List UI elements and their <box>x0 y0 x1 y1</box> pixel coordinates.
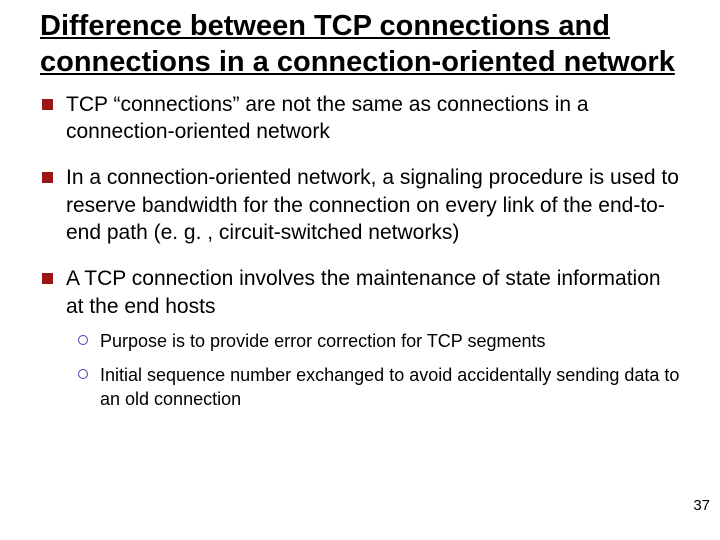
sub-bullet-item: Initial sequence number exchanged to avo… <box>76 363 680 412</box>
sub-bullet-text: Purpose is to provide error correction f… <box>100 331 546 351</box>
sub-bullet-text: Initial sequence number exchanged to avo… <box>100 365 679 409</box>
sub-bullet-list: Purpose is to provide error correction f… <box>76 329 680 412</box>
sub-bullet-item: Purpose is to provide error correction f… <box>76 329 680 353</box>
slide: Difference between TCP connections and c… <box>0 0 720 540</box>
bullet-text: A TCP connection involves the maintenanc… <box>66 267 661 318</box>
bullet-text: TCP “connections” are not the same as co… <box>66 93 589 144</box>
bullet-item: TCP “connections” are not the same as co… <box>40 91 680 146</box>
slide-title: Difference between TCP connections and c… <box>40 8 680 81</box>
bullet-item: A TCP connection involves the maintenanc… <box>40 265 680 411</box>
bullet-list: TCP “connections” are not the same as co… <box>40 91 680 412</box>
bullet-item: In a connection-oriented network, a sign… <box>40 164 680 247</box>
page-number: 37 <box>693 497 710 514</box>
bullet-text: In a connection-oriented network, a sign… <box>66 166 679 244</box>
